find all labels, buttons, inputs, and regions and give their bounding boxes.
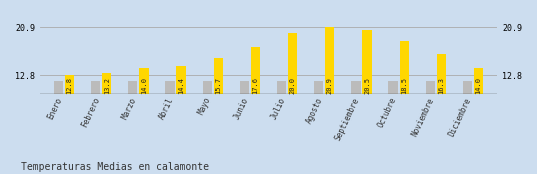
Text: 14.4: 14.4 [178,77,184,94]
Bar [251,47,260,94]
Bar [463,81,472,94]
Bar [139,68,149,94]
Text: 20.5: 20.5 [364,77,370,94]
Text: 14.0: 14.0 [141,77,147,94]
Text: 13.2: 13.2 [104,77,110,94]
Bar [165,81,175,94]
Text: 17.6: 17.6 [252,77,258,94]
Bar [91,81,100,94]
Bar [325,27,335,94]
Text: 20.9: 20.9 [327,77,333,94]
Bar [177,66,186,94]
Bar [202,81,212,94]
Text: 15.7: 15.7 [215,77,221,94]
Bar [362,30,372,94]
Bar [388,81,398,94]
Text: 14.0: 14.0 [476,77,482,94]
Text: 18.5: 18.5 [401,77,407,94]
Text: 20.0: 20.0 [289,77,296,94]
Bar [214,58,223,94]
Bar [314,81,323,94]
Text: Temperaturas Medias en calamonte: Temperaturas Medias en calamonte [21,162,209,172]
Bar [65,75,74,94]
Text: 12.8: 12.8 [67,77,72,94]
Bar [351,81,360,94]
Bar [102,73,111,94]
Bar [128,81,137,94]
Bar [474,68,483,94]
Bar [277,81,286,94]
Bar [240,81,249,94]
Bar [400,41,409,94]
Bar [54,81,63,94]
Bar [426,81,435,94]
Text: 16.3: 16.3 [438,77,445,94]
Bar [288,33,297,94]
Bar [437,54,446,94]
